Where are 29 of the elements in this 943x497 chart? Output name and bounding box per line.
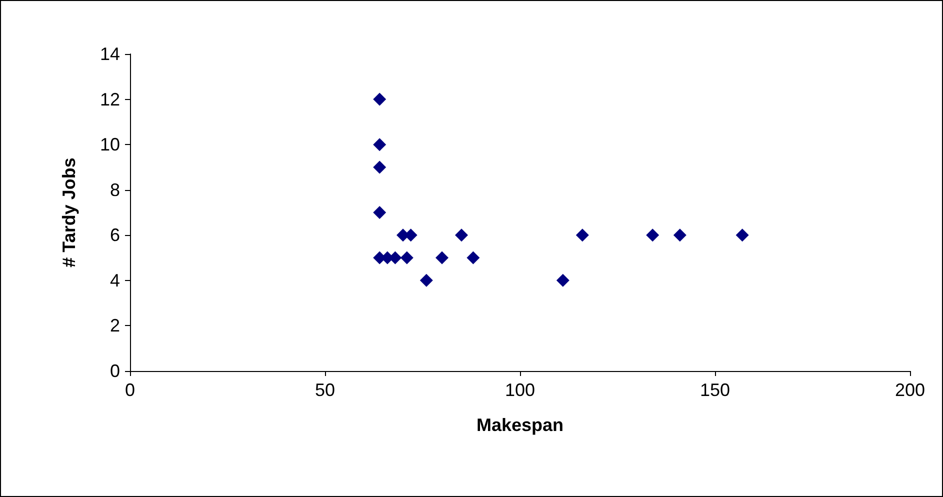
y-tick-label: 6 [110, 225, 120, 246]
point [556, 274, 570, 287]
x-axis-title: Makespan [476, 415, 564, 435]
point [373, 92, 386, 106]
point [436, 251, 448, 264]
y-tick-label: 12 [100, 89, 120, 110]
y-tick-label: 4 [110, 270, 120, 290]
y-tick-label: 2 [110, 316, 120, 336]
y-tick-label: 8 [110, 180, 120, 200]
x-tick-label: 0 [124, 380, 136, 400]
point [373, 160, 386, 174]
y-tick-label: 14 [100, 44, 120, 64]
x-tick-label: 200 [894, 380, 926, 400]
x-tick-label: 150 [700, 380, 730, 400]
point [420, 274, 433, 287]
point [466, 251, 480, 264]
point [646, 228, 660, 242]
x-tick-label: 100 [504, 380, 536, 400]
y-tick-label: 10 [100, 134, 120, 155]
y-tick-label: 0 [110, 361, 120, 381]
point [576, 228, 589, 242]
point [400, 251, 414, 264]
point [736, 228, 749, 242]
x-tick-label: 50 [314, 380, 336, 400]
point [373, 206, 386, 219]
point [455, 228, 468, 242]
y-axis-title: # Tardy Jobs [59, 158, 79, 268]
point [373, 138, 386, 152]
point [673, 228, 686, 242]
